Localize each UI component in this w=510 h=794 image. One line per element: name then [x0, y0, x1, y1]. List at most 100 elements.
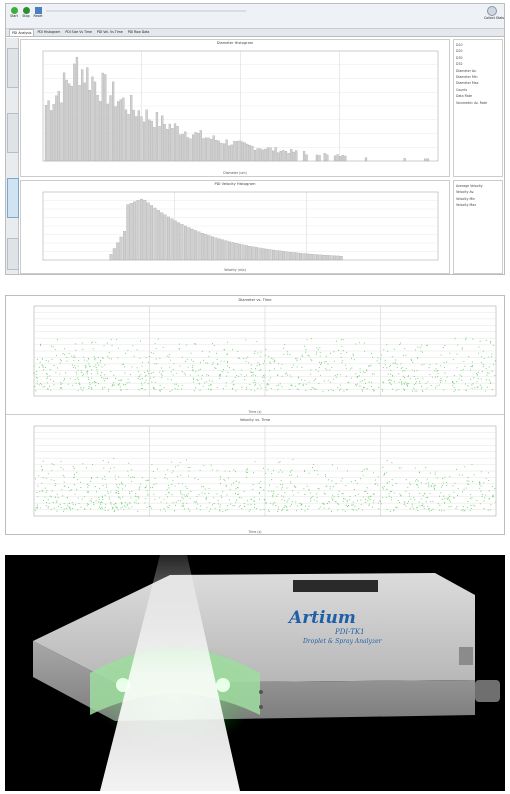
scatter-point [262, 467, 264, 469]
scatter-point [313, 499, 315, 501]
scatter-point [382, 496, 384, 499]
scatter-point [35, 478, 37, 480]
scatter-point [304, 470, 306, 473]
scatter-point [344, 498, 346, 500]
tab-pdi-histogram[interactable]: PDI Histogram [37, 30, 61, 34]
velocity-vs-time-panel: Velocity vs. Time Time (s) [6, 416, 504, 534]
scatter-point [357, 493, 359, 495]
scatter-point [412, 361, 414, 363]
scatter-point [161, 367, 163, 369]
scatter-point [295, 385, 297, 387]
scatter-point [440, 365, 442, 367]
scatter-point [485, 379, 487, 381]
sidebar-tab-processing[interactable] [7, 113, 19, 153]
tab-pdi-analysis[interactable]: PDI Analysis [9, 29, 35, 36]
scatter-point [47, 388, 49, 390]
scatter-point [359, 368, 361, 370]
scatter-point [423, 505, 425, 508]
scatter-point [36, 506, 39, 508]
scatter-point [491, 370, 493, 372]
scatter-point [431, 376, 433, 378]
scatter-point [344, 364, 346, 366]
histogram-bar [238, 140, 241, 162]
histogram-bar [122, 97, 125, 162]
scatter-point [248, 362, 250, 364]
scatter-point [281, 495, 283, 497]
scatter-point [170, 371, 172, 373]
sidebar-tab-analysis[interactable] [7, 178, 19, 218]
scatter-point [455, 508, 457, 510]
scatter-point [260, 480, 262, 483]
scatter-point [470, 504, 472, 507]
scatter-point [254, 384, 256, 386]
histogram-bar [202, 138, 205, 162]
scatter-point [306, 485, 308, 487]
scatter-point [335, 483, 337, 485]
scatter-point [429, 492, 431, 494]
scatter-point [207, 375, 209, 377]
scatter-point [76, 471, 78, 473]
scatter-point [433, 486, 435, 488]
histogram-bar [279, 150, 282, 162]
menu-strip [46, 10, 246, 12]
sidebar-tab-acquisition[interactable] [7, 48, 19, 88]
scatter-point [284, 500, 286, 502]
histogram-bar [57, 91, 60, 162]
scatter-point [224, 480, 226, 482]
histogram-bar [295, 150, 298, 162]
tab-size-vs-time[interactable]: PDI Size Vs Time [65, 30, 92, 34]
scatter-point [370, 365, 372, 367]
scatter-point [88, 386, 90, 388]
scatter-point [277, 374, 279, 376]
scatter-point [124, 502, 126, 504]
reset-button[interactable]: Reset [33, 7, 43, 18]
tab-raw-data[interactable]: PDI Raw Data [127, 30, 150, 34]
histogram-bar [101, 72, 104, 162]
scatter-point [429, 501, 432, 503]
collect-stats-button[interactable]: Collect Stats [484, 6, 504, 20]
scatter-point [185, 459, 188, 461]
scatter-point [211, 363, 213, 366]
scatter-point [452, 485, 454, 487]
scatter-point [296, 366, 298, 368]
scatter-point [467, 500, 469, 502]
histogram-bar [190, 228, 194, 261]
histogram-bar [153, 127, 156, 162]
scatter-point [144, 375, 146, 377]
scatter-point [489, 342, 491, 344]
scatter-point [41, 384, 43, 386]
scatter-point [202, 385, 204, 387]
scatter-point [387, 373, 389, 375]
sidebar-tab-report[interactable] [7, 238, 19, 270]
scatter-point [446, 497, 448, 500]
scatter-point [383, 349, 385, 351]
scatter-point [252, 371, 254, 373]
scatter-point [429, 510, 431, 512]
scatter-point [332, 499, 334, 501]
scatter-point [277, 389, 279, 391]
scatter-point [340, 480, 342, 482]
tab-vel-vs-time[interactable]: PDI Vel. Vs Time [96, 30, 123, 34]
scatter-point [420, 350, 422, 352]
scatter-point [187, 508, 190, 510]
scatter-point [179, 365, 181, 367]
scatter-point [488, 498, 490, 500]
scatter-point [465, 487, 467, 489]
scatter-point [37, 485, 39, 487]
scatter-point [65, 507, 67, 509]
scatter-point [80, 481, 82, 483]
scatter-point [308, 489, 310, 491]
scatter-point [318, 367, 321, 369]
start-button[interactable]: Start [9, 7, 19, 18]
scatter-point [156, 363, 158, 365]
scatter-point [210, 389, 212, 391]
scatter-point [364, 387, 366, 389]
scatter-point [386, 367, 388, 369]
histogram-bar [221, 239, 225, 261]
scatter-point [409, 508, 411, 510]
stop-button[interactable]: Stop [21, 7, 31, 18]
scatter-point [52, 501, 54, 503]
scatter-point [192, 378, 194, 380]
scatter-point [324, 368, 326, 370]
scatter-point [281, 363, 283, 365]
